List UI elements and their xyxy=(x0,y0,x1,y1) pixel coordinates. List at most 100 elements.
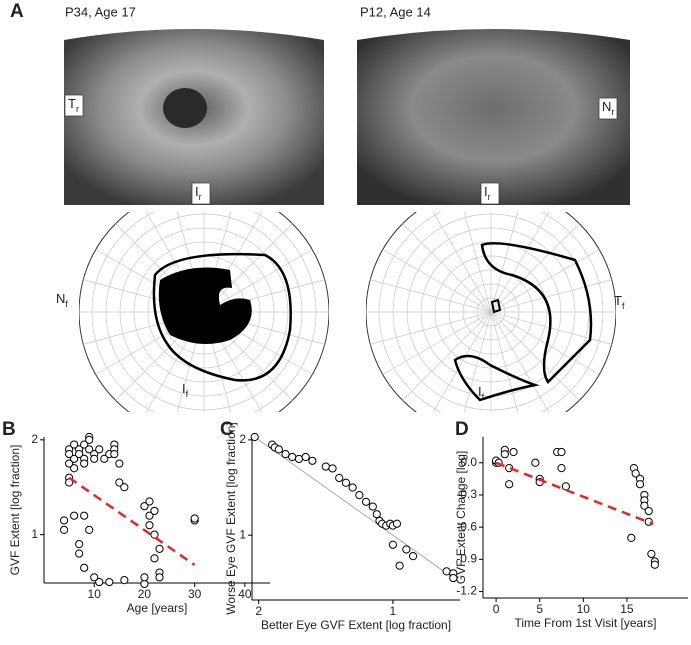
label-main: T xyxy=(614,293,622,308)
label-box xyxy=(191,182,211,205)
x-tick-label: 5 xyxy=(536,602,543,616)
point xyxy=(80,511,89,520)
caption: P34, Age 17 xyxy=(65,4,136,19)
x-tick-label: 0 xyxy=(493,602,500,616)
y-tick-label: -0.3 xyxy=(456,487,477,501)
x-axis-label: Better Eye GVF Extent [log fraction] xyxy=(261,618,451,632)
point xyxy=(70,464,79,473)
point xyxy=(328,464,337,473)
label-main: T xyxy=(68,96,76,111)
point xyxy=(85,445,94,454)
point xyxy=(627,533,636,542)
point xyxy=(250,432,259,442)
y-tick-label: -0.6 xyxy=(456,519,477,533)
y-axis-label: GVF Extent [log fraction] xyxy=(8,445,22,576)
point xyxy=(150,530,159,539)
point xyxy=(70,511,79,520)
point xyxy=(100,454,109,463)
label: Nr xyxy=(602,99,614,117)
label: Ir xyxy=(195,184,202,202)
x-tick-label: 40 xyxy=(238,587,252,601)
trend-line xyxy=(495,461,654,526)
x-tick-label: 20 xyxy=(138,587,152,601)
label: Nf xyxy=(56,291,68,309)
point xyxy=(115,478,124,487)
point xyxy=(301,452,310,462)
point xyxy=(294,454,304,464)
label: If xyxy=(478,384,485,402)
point xyxy=(140,579,149,589)
point xyxy=(105,577,114,587)
point xyxy=(65,449,74,459)
point xyxy=(561,482,570,491)
label-sub: f xyxy=(622,301,625,311)
grid-spoke xyxy=(490,311,600,375)
point xyxy=(449,573,458,583)
grid-spoke xyxy=(370,279,492,313)
x-tick-label: 1 xyxy=(390,604,397,618)
panel-letter: D xyxy=(455,419,469,440)
label-sub: f xyxy=(482,392,485,402)
label-main: N xyxy=(56,291,65,306)
grid-spoke xyxy=(490,249,600,313)
point xyxy=(150,554,159,563)
grid-spoke xyxy=(490,212,550,313)
point xyxy=(140,502,149,511)
grid-spoke xyxy=(402,223,492,313)
y-tick-label: -1.2 xyxy=(456,584,477,598)
point xyxy=(442,567,451,576)
y-tick-label: 1 xyxy=(239,527,246,541)
fundus-image xyxy=(357,29,630,205)
point xyxy=(95,577,104,587)
point xyxy=(395,561,404,570)
label-main: I xyxy=(478,384,482,399)
grid-spoke xyxy=(463,212,492,313)
point xyxy=(140,573,149,582)
point xyxy=(348,483,357,492)
point xyxy=(150,506,159,516)
point xyxy=(70,440,79,449)
trend-line xyxy=(68,476,196,567)
point xyxy=(80,459,89,468)
panel-letter: B xyxy=(2,419,16,440)
caption: P12, Age 14 xyxy=(360,4,431,19)
panel-letter: A xyxy=(10,1,24,22)
point xyxy=(59,525,69,535)
grid-spoke xyxy=(382,311,492,375)
point xyxy=(505,480,514,489)
point xyxy=(95,445,104,454)
point xyxy=(288,452,297,462)
point xyxy=(341,478,351,487)
point xyxy=(90,573,99,582)
point xyxy=(75,540,84,549)
label: Ir xyxy=(484,184,491,202)
label-sub: r xyxy=(76,104,79,114)
label-box xyxy=(64,94,84,117)
point xyxy=(647,549,656,559)
point xyxy=(355,491,364,500)
point xyxy=(110,449,119,459)
point xyxy=(145,511,154,520)
y-axis-label: GVF Extent Change [log] xyxy=(454,451,468,584)
label-main: I xyxy=(195,184,199,199)
point xyxy=(120,576,129,585)
label-sub: r xyxy=(199,192,202,202)
x-tick-label: 10 xyxy=(88,587,102,601)
point xyxy=(59,516,69,525)
point xyxy=(321,462,330,471)
y-tick-label: 2 xyxy=(31,432,38,446)
point xyxy=(335,473,344,483)
x-tick-label: 15 xyxy=(620,602,634,616)
grid-spoke xyxy=(490,212,519,313)
point xyxy=(402,545,411,554)
point xyxy=(274,445,283,454)
y-tick-label: 2 xyxy=(239,432,246,446)
point xyxy=(557,447,566,457)
grid-spoke xyxy=(432,212,492,313)
x-tick-label: 10 xyxy=(577,602,591,616)
point xyxy=(70,454,79,463)
grid-spoke xyxy=(490,311,550,412)
label-box xyxy=(480,182,500,205)
label-main: N xyxy=(602,99,611,114)
